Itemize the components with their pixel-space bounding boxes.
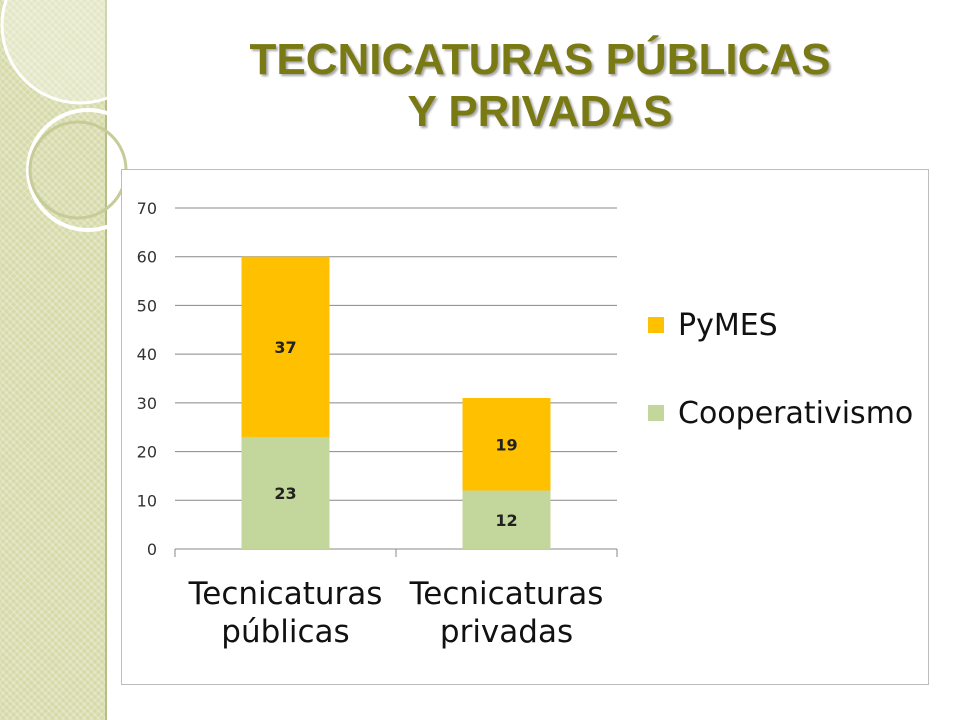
y-tick-label: 10	[137, 491, 157, 510]
title-line-2: Y PRIVADAS	[407, 87, 673, 136]
x-category-label: privadas	[440, 614, 573, 650]
legend-swatch	[648, 405, 664, 421]
data-label: 37	[274, 338, 296, 357]
decorative-rings	[0, 0, 160, 232]
data-label: 19	[495, 435, 517, 454]
y-tick-label: 30	[137, 394, 157, 413]
bar-cooperativismo	[462, 490, 551, 549]
x-category-label: Tecnicaturas	[188, 576, 383, 612]
bar-cooperativismo	[241, 436, 330, 549]
page-title: TECNICATURAS PÚBLICAS Y PRIVADAS	[150, 34, 930, 138]
y-tick-label: 40	[137, 345, 157, 364]
x-category-label: Tecnicaturas	[409, 576, 604, 612]
bar-pymes	[462, 397, 551, 491]
y-tick-label: 20	[137, 443, 157, 462]
legend-swatch	[648, 317, 664, 333]
title-line-1: TECNICATURAS PÚBLICAS	[249, 35, 831, 84]
y-tick-label: 0	[147, 540, 157, 559]
y-tick-label: 60	[137, 248, 157, 267]
bar-pymes	[241, 256, 330, 437]
y-tick-label: 70	[137, 199, 157, 218]
y-tick-label: 50	[137, 296, 157, 315]
x-category-label: públicas	[221, 614, 349, 650]
legend-label: PyMES	[678, 308, 778, 343]
data-label: 23	[274, 484, 296, 503]
legend-label: Cooperativismo	[678, 396, 913, 431]
data-label: 12	[495, 511, 517, 530]
